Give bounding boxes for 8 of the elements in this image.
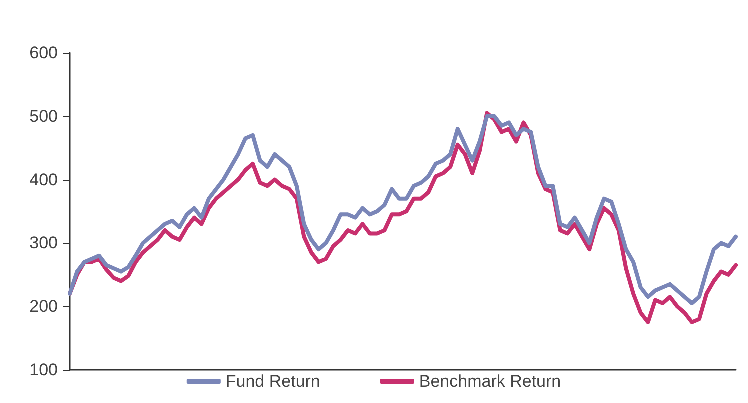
y-tick-label: 300 <box>30 234 58 253</box>
legend-label: Benchmark Return <box>419 372 562 391</box>
legend-label: Fund Return <box>226 372 320 391</box>
y-tick-label: 500 <box>30 106 58 126</box>
y-tick-label: 400 <box>30 170 58 190</box>
y-tick-label: 200 <box>30 297 58 316</box>
y-tick-label: 100 <box>30 360 58 380</box>
y-tick-label: 600 <box>30 44 58 62</box>
